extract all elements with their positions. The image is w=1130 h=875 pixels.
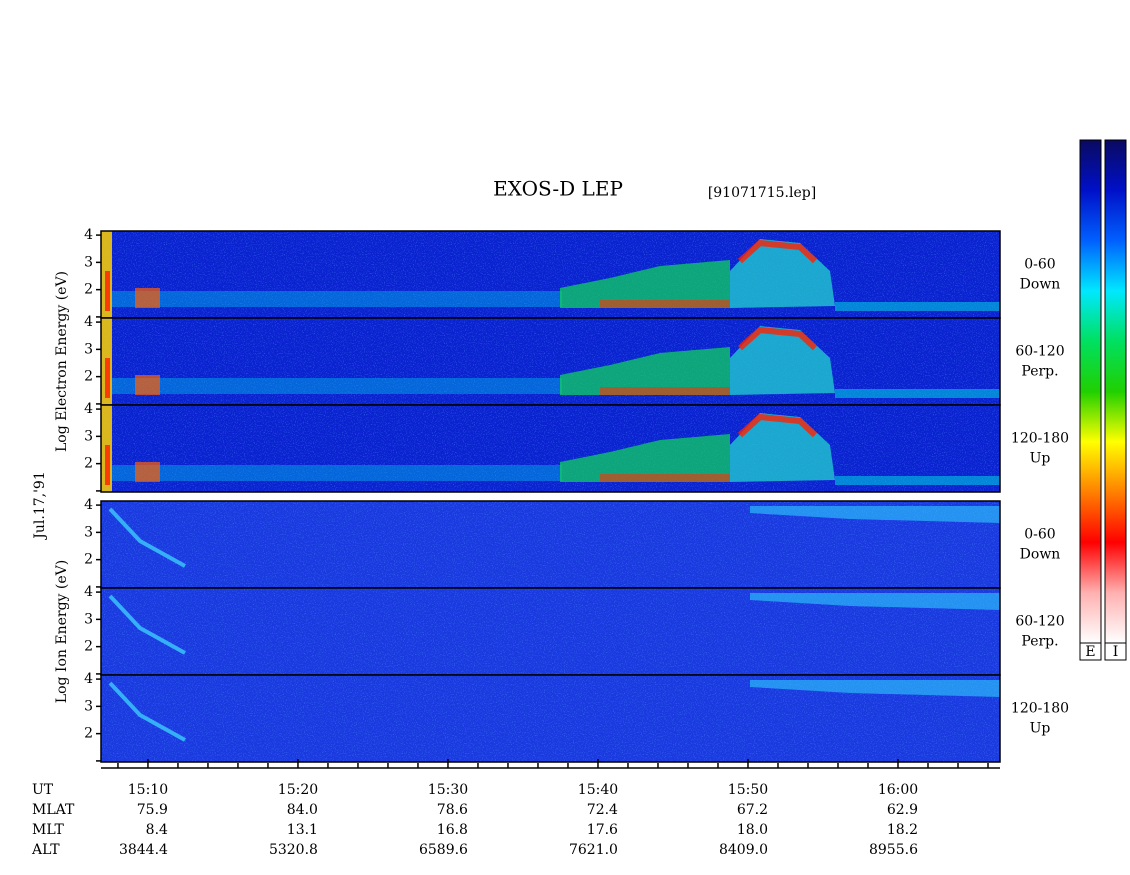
colorbar-label-box [1079,642,1102,661]
y-tick-label: 3 [84,524,93,540]
date-label: Jul.17,'91 [32,471,48,540]
x-tick-label: 15:10 [128,782,168,798]
y-tick-label: 2 [84,726,93,742]
ephemeris-value: 17.6 [587,822,618,838]
x-tick-label: 16:00 [878,782,918,798]
y-tick-label: 4 [84,584,93,600]
panel-label: 60-120 [1015,614,1064,630]
spectrogram-feature [560,434,730,482]
y-tick-label: 4 [84,227,93,243]
spectrogram-feature [750,506,1000,523]
time-label: UT [32,782,54,798]
spectrogram-feature [835,476,1000,485]
y-tick-label: 3 [84,611,93,627]
y-tick-label: 2 [84,639,93,655]
spectrogram-feature [600,387,730,395]
ephemeris-value: 67.2 [737,802,768,818]
ephemeris-value: 75.9 [137,802,168,818]
panel-label: Up [1030,721,1051,737]
panel-label: Perp. [1021,364,1058,380]
spectrogram-feature [835,389,1000,398]
ephemeris-name: MLAT [32,802,75,818]
y-tick-label: 3 [84,254,93,270]
y-tick-label: 2 [84,369,93,385]
ephemeris-value: 18.0 [737,822,768,838]
colorbar-label-box [1104,642,1127,661]
y-tick-label: 3 [84,341,93,357]
panel-label: 0-60 [1024,527,1055,543]
ephemeris-name: ALT [31,842,60,858]
y-axis-label: Log Ion Energy (eV) [54,560,70,703]
x-tick-label: 15:20 [278,782,318,798]
spectrogram-feature [835,302,1000,311]
panel-label: Up [1030,451,1051,467]
panel-frame [100,674,1001,763]
y-tick-label: 4 [84,497,93,513]
panel-label: 0-60 [1024,257,1055,273]
panel-label: Down [1020,277,1061,293]
spectrogram-feature [135,375,160,395]
spectrogram-feature [108,594,186,655]
x-tick-label: 15:30 [428,782,468,798]
y-tick-label: 3 [84,428,93,444]
spectrogram-feature [750,680,1000,697]
spectrogram-feature [560,260,730,308]
spectrogram-feature [108,681,186,742]
panel-frame [100,404,1001,493]
spectrogram-feature [108,507,186,568]
ephemeris-value: 6589.6 [419,842,468,858]
ephemeris-name: MLT [32,822,64,838]
ephemeris-value: 8955.6 [869,842,918,858]
panel-label: 120-180 [1011,431,1069,447]
ephemeris-value: 62.9 [887,802,918,818]
ephemeris-value: 8.4 [146,822,168,838]
colorbar [1104,139,1127,644]
ephemeris-value: 78.6 [437,802,468,818]
ephemeris-value: 3844.4 [119,842,168,858]
spectrogram-feature [112,378,562,394]
panel-label: Down [1020,547,1061,563]
y-tick-label: 4 [84,401,93,417]
spectrogram-feature [105,271,110,311]
colorbar-label: E [1085,644,1095,660]
y-tick-label: 2 [84,552,93,568]
spectrogram-feature [105,358,110,398]
spectrogram-feature [135,288,160,308]
spectrogram-feature [105,445,110,485]
y-tick-label: 4 [84,671,93,687]
chart-title: EXOS-D LEP [493,177,623,201]
y-tick-label: 2 [84,456,93,472]
panel-label: Perp. [1021,634,1058,650]
spectrogram-feature [560,347,730,395]
y-axis-label: Log Electron Energy (eV) [54,271,70,452]
ephemeris-value: 84.0 [287,802,318,818]
y-tick-label: 4 [84,314,93,330]
spectrogram-feature [600,300,730,308]
ephemeris-value: 5320.8 [269,842,318,858]
ephemeris-value: 13.1 [287,822,318,838]
spectrogram-feature [600,474,730,482]
spectrogram-feature [112,465,562,481]
y-tick-label: 3 [84,698,93,714]
x-tick-label: 15:50 [728,782,768,798]
ephemeris-value: 18.2 [887,822,918,838]
file-label: [91071715.lep] [708,185,816,201]
ephemeris-value: 16.8 [437,822,468,838]
spectrogram-feature [737,413,818,438]
spectrogram-feature [112,291,562,307]
spectrogram-feature [750,593,1000,610]
spectrogram-feature [737,239,818,264]
y-tick-label: 2 [84,282,93,298]
panel-label: 60-120 [1015,344,1064,360]
colorbar-label: I [1113,644,1119,660]
spectrogram-feature [737,326,818,351]
ephemeris-value: 8409.0 [719,842,768,858]
panel-label: 120-180 [1011,701,1069,717]
x-tick-label: 15:40 [578,782,618,798]
ephemeris-value: 7621.0 [569,842,618,858]
ephemeris-value: 72.4 [587,802,618,818]
spectrogram-feature [135,462,160,482]
colorbar [1079,139,1102,644]
